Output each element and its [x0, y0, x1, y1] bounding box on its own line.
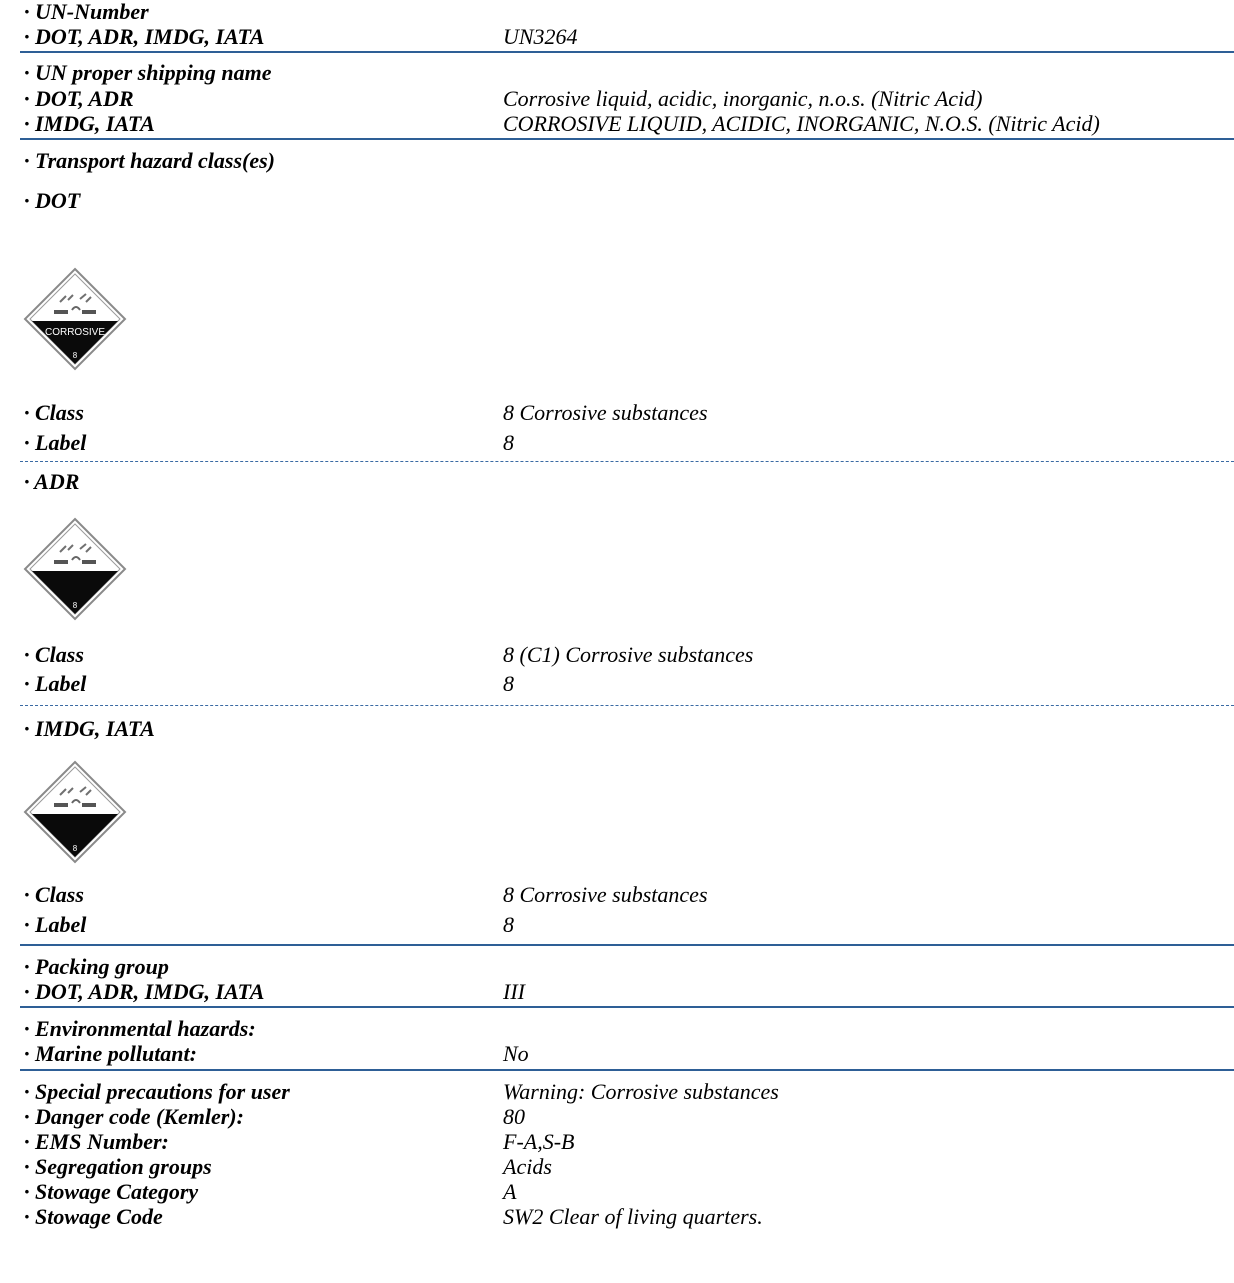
stowage-category-label: · Stowage Category — [24, 1179, 199, 1204]
marine-pollutant-label: · Marine pollutant: — [24, 1041, 197, 1066]
stowage-category-value: A — [503, 1179, 517, 1204]
adr-label-label: · Label — [24, 671, 87, 696]
imdg-iata-label-label: · Label — [24, 912, 87, 937]
imdg-iata-class-value: 8 Corrosive substances — [503, 882, 708, 907]
section-divider — [20, 138, 1234, 140]
section-divider — [20, 51, 1234, 53]
un-number-value: UN3264 — [503, 24, 578, 49]
imdg-iata-group-title: · IMDG, IATA — [24, 716, 155, 741]
ems-number-label: · EMS Number: — [24, 1129, 169, 1154]
environmental-heading: · Environmental hazards: — [24, 1016, 256, 1041]
un-number-heading: · UN-Number — [24, 0, 149, 24]
shipping-name-label-dot-adr: · DOT, ADR — [24, 86, 134, 111]
adr-label-value: 8 — [503, 671, 514, 696]
hazard-class-heading: · Transport hazard class(es) — [24, 148, 275, 173]
stowage-code-label: · Stowage Code — [24, 1204, 163, 1229]
shipping-name-heading: · UN proper shipping name — [24, 60, 272, 85]
corrosive-placard-svg: 8 — [23, 517, 127, 621]
dot-label-label: · Label — [24, 430, 87, 455]
corrosive-placard-icon: 8 — [22, 516, 128, 622]
corrosive-placard-icon: CORROSIVE 8 — [22, 266, 128, 372]
corrosive-placard-svg: CORROSIVE 8 — [23, 267, 127, 371]
dot-class-value: 8 Corrosive substances — [503, 400, 708, 425]
dot-group-title: · DOT — [24, 188, 81, 213]
shipping-name-value-dot-adr: Corrosive liquid, acidic, inorganic, n.o… — [503, 86, 983, 111]
corrosive-placard-svg: 8 — [23, 760, 127, 864]
segregation-groups-label: · Segregation groups — [24, 1154, 212, 1179]
section-divider — [20, 1006, 1234, 1008]
dot-label-value: 8 — [503, 430, 514, 455]
marine-pollutant-value: No — [503, 1041, 529, 1066]
special-precautions-label: · Special precautions for user — [24, 1079, 290, 1104]
dot-class-label: · Class — [24, 400, 84, 425]
section-divider — [20, 944, 1234, 946]
adr-class-value: 8 (C1) Corrosive substances — [503, 642, 754, 667]
danger-code-value: 80 — [503, 1104, 525, 1129]
danger-code-label: · Danger code (Kemler): — [24, 1104, 244, 1129]
corrosive-placard-icon: 8 — [22, 759, 128, 865]
section-divider — [20, 1069, 1234, 1071]
adr-class-label: · Class — [24, 642, 84, 667]
adr-group-title: · ADR — [24, 469, 80, 494]
stowage-code-value: SW2 Clear of living quarters. — [503, 1204, 763, 1229]
special-precautions-value: Warning: Corrosive substances — [503, 1079, 779, 1104]
placard-number: 8 — [73, 844, 78, 853]
group-divider — [20, 461, 1234, 462]
packing-group-value: III — [503, 979, 525, 1004]
un-number-label: · DOT, ADR, IMDG, IATA — [24, 24, 265, 49]
packing-group-label: · DOT, ADR, IMDG, IATA — [24, 979, 265, 1004]
shipping-name-value-imdg-iata: CORROSIVE LIQUID, ACIDIC, INORGANIC, N.O… — [503, 111, 1100, 136]
placard-number: 8 — [73, 601, 78, 610]
packing-group-heading: · Packing group — [24, 954, 169, 979]
placard-text: CORROSIVE — [45, 327, 105, 338]
segregation-groups-value: Acids — [503, 1154, 552, 1179]
shipping-name-label-imdg-iata: · IMDG, IATA — [24, 111, 155, 136]
placard-number: 8 — [73, 351, 78, 360]
imdg-iata-label-value: 8 — [503, 912, 514, 937]
group-divider — [20, 705, 1234, 706]
imdg-iata-class-label: · Class — [24, 882, 84, 907]
ems-number-value: F-A,S-B — [503, 1129, 575, 1154]
